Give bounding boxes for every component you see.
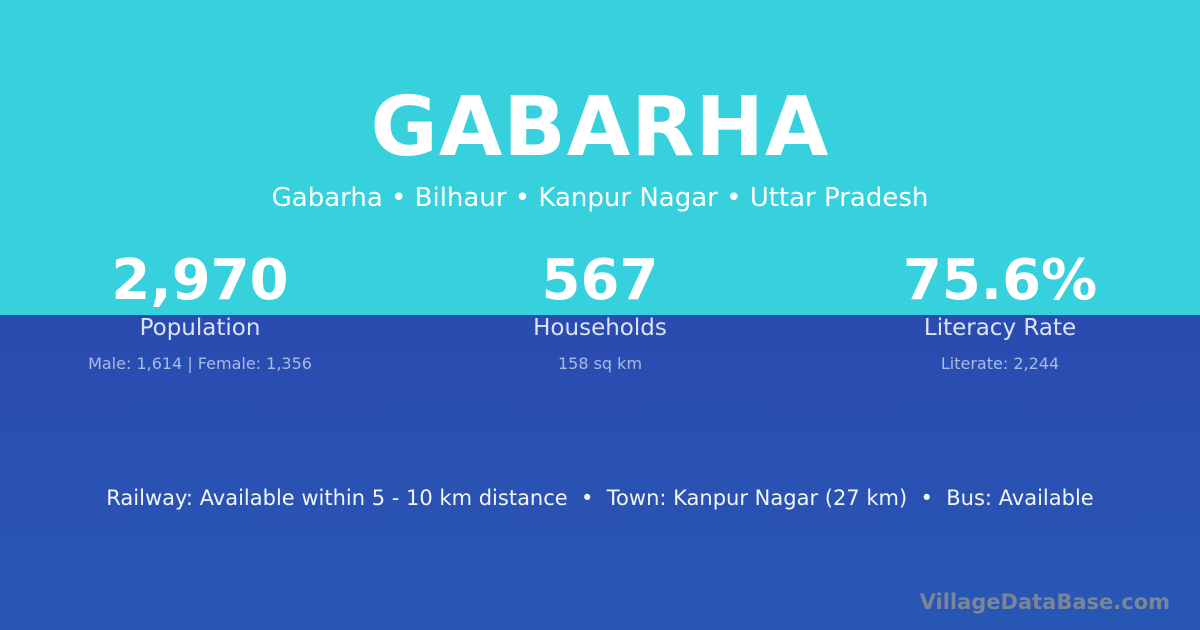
stat-detail: 158 sq km (557, 354, 643, 373)
stat-detail: Literate: 2,244 (940, 354, 1060, 373)
content-band (0, 315, 1200, 630)
connectivity-facts: Railway: Available within 5 - 10 km dist… (106, 486, 1094, 510)
stat-literacy: 75.6% Literacy Rate Literate: 2,244 (800, 248, 1200, 374)
header-band (0, 0, 1200, 315)
stat-label: Population (139, 315, 261, 341)
brand-watermark: VillageDataBase.com (919, 590, 1170, 614)
stat-label: Literacy Rate (923, 315, 1077, 341)
stat-detail: Male: 1,614 | Female: 1,356 (88, 354, 312, 373)
stat-households: 567 Households 158 sq km (400, 248, 800, 374)
stat-value: 75.6% (902, 248, 1098, 313)
stat-value: 2,970 (111, 248, 289, 313)
stat-population: 2,970 Population Male: 1,614 | Female: 1… (0, 248, 400, 374)
village-title: GABARHA (370, 80, 830, 175)
location-breadcrumb: Gabarha • Bilhaur • Kanpur Nagar • Uttar… (271, 183, 929, 213)
stat-label: Households (533, 315, 667, 341)
stat-value: 567 (541, 248, 659, 313)
